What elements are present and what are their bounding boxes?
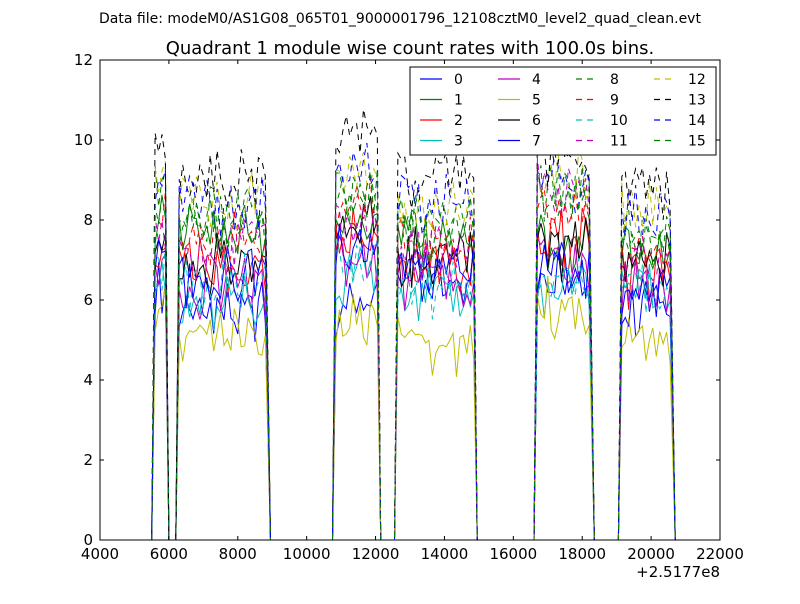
y-tick-label: 2 (83, 451, 93, 469)
data-file-caption: Data file: modeM0/AS1G08_065T01_90000017… (99, 11, 701, 27)
x-axis-offset-label: +2.5177e8 (636, 563, 720, 581)
x-tick-label: 22000 (696, 545, 744, 563)
y-tick-label: 4 (83, 371, 93, 389)
chart-title: Quadrant 1 module wise count rates with … (166, 38, 655, 59)
x-tick-label: 8000 (219, 545, 257, 563)
legend-label: 0 (454, 72, 463, 88)
legend-label: 10 (610, 113, 628, 129)
series-8-line (151, 165, 676, 541)
series-6-line (151, 196, 676, 541)
axis-ticks: 4000 6000 8000 10000 12000 14000 16000 18000 200… (74, 51, 744, 563)
x-tick-label: 12000 (352, 545, 400, 563)
legend-label: 8 (610, 72, 619, 88)
legend-label: 11 (610, 134, 628, 150)
y-tick-label: 8 (83, 211, 93, 229)
series-13-line (151, 109, 676, 541)
legend-label: 13 (688, 93, 706, 109)
series-12-line (151, 147, 676, 541)
y-tick-label: 10 (74, 131, 93, 149)
x-tick-label: 4000 (81, 545, 119, 563)
legend-label: 5 (532, 93, 541, 109)
legend-label: 6 (532, 113, 541, 129)
y-tick-label: 6 (83, 291, 93, 309)
series-15-line (151, 166, 676, 541)
legend-label: 4 (532, 72, 541, 88)
x-tick-label: 16000 (489, 545, 537, 563)
legend-label: 3 (454, 134, 463, 150)
legend-label: 9 (610, 93, 619, 109)
series-lines (151, 109, 676, 541)
legend-label: 2 (454, 113, 463, 129)
legend-label: 7 (532, 134, 541, 150)
y-tick-label: 0 (83, 531, 93, 549)
series-10-line (151, 239, 676, 541)
legend-label: 14 (688, 113, 706, 129)
legend-label: 15 (688, 134, 706, 150)
legend-label: 12 (688, 72, 706, 88)
legend-label: 1 (454, 93, 463, 109)
series-9-line (151, 177, 676, 541)
x-tick-label: 6000 (150, 545, 188, 563)
x-tick-label: 14000 (421, 545, 469, 563)
x-tick-label: 20000 (627, 545, 675, 563)
series-3-line (151, 246, 676, 541)
y-tick-label: 12 (74, 51, 93, 69)
x-tick-label: 10000 (283, 545, 331, 563)
x-tick-label: 18000 (558, 545, 606, 563)
